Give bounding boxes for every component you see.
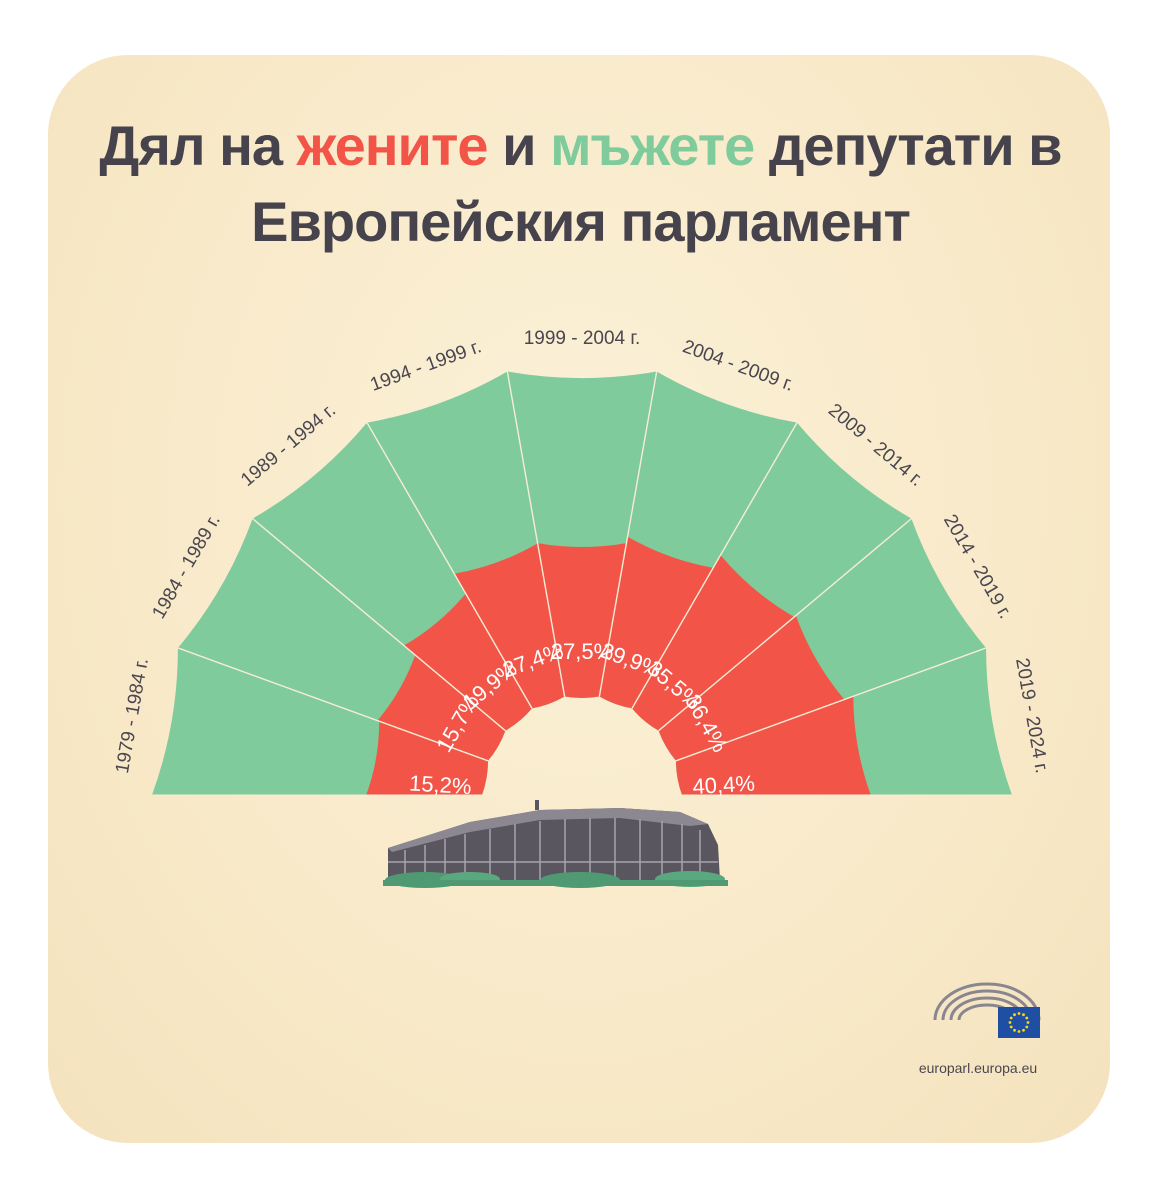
sector-divider <box>675 647 987 762</box>
eu-star-icon <box>1017 1030 1021 1033</box>
eu-star-icon <box>1025 1025 1029 1029</box>
chart-sectors <box>152 371 1012 796</box>
eu-flag-stars <box>1008 1012 1030 1033</box>
eu-star-icon <box>1008 1021 1012 1024</box>
european-parliament-logo <box>933 982 1041 1038</box>
eu-star-icon <box>1026 1021 1030 1024</box>
title-text: депутати в <box>754 114 1063 177</box>
women-percentage-label: 40,4% <box>692 770 756 799</box>
title-line-2: Европейския парламент <box>251 190 911 253</box>
women-sector <box>366 721 489 795</box>
sector-divider <box>658 518 912 732</box>
eu-star-icon <box>1022 1013 1025 1017</box>
title-women-word: жените <box>296 114 489 177</box>
period-label: 2004 - 2009 г. <box>680 336 797 396</box>
parliament-building-illustration <box>383 800 728 888</box>
sector-divider <box>598 371 658 697</box>
women-sector <box>599 536 714 709</box>
women-sector <box>658 615 845 761</box>
period-label: 1999 - 2004 г. <box>524 328 641 349</box>
period-label: 2019 - 2024 г. <box>1011 656 1052 774</box>
eu-star-icon <box>1013 1028 1016 1032</box>
women-sector <box>377 655 506 761</box>
sector-divider <box>252 518 506 732</box>
title-text: Дял на <box>99 114 297 177</box>
women-sector <box>632 555 795 731</box>
sector-divider <box>631 422 798 709</box>
eu-star-icon <box>1013 1013 1016 1017</box>
sector-divider <box>506 371 566 697</box>
eu-star-icon <box>1022 1028 1025 1032</box>
sector-divider <box>177 647 489 762</box>
footer-url: europarl.europa.eu <box>918 1060 1038 1076</box>
women-sector <box>537 543 627 699</box>
sector-divider <box>366 422 533 709</box>
men-sector <box>507 371 657 699</box>
eu-star-icon <box>1025 1016 1029 1020</box>
women-sector <box>403 593 532 731</box>
page-title: Дял на жените и мъжете депутати в Европе… <box>0 108 1161 260</box>
eu-star-icon <box>1017 1012 1021 1015</box>
women-percentage-label: 27,5% <box>551 639 613 664</box>
title-text: и <box>487 114 551 177</box>
women-percentage-label: 15,2% <box>408 770 472 799</box>
eu-star-icon <box>1009 1025 1013 1029</box>
eu-flag-icon <box>998 1007 1040 1038</box>
women-sector <box>454 543 565 709</box>
women-sector <box>675 696 871 795</box>
period-label: 1994 - 1999 г. <box>368 336 485 396</box>
period-label: 1979 - 1984 г. <box>112 656 153 774</box>
title-men-word: мъжете <box>550 114 755 177</box>
eu-star-icon <box>1009 1016 1013 1020</box>
